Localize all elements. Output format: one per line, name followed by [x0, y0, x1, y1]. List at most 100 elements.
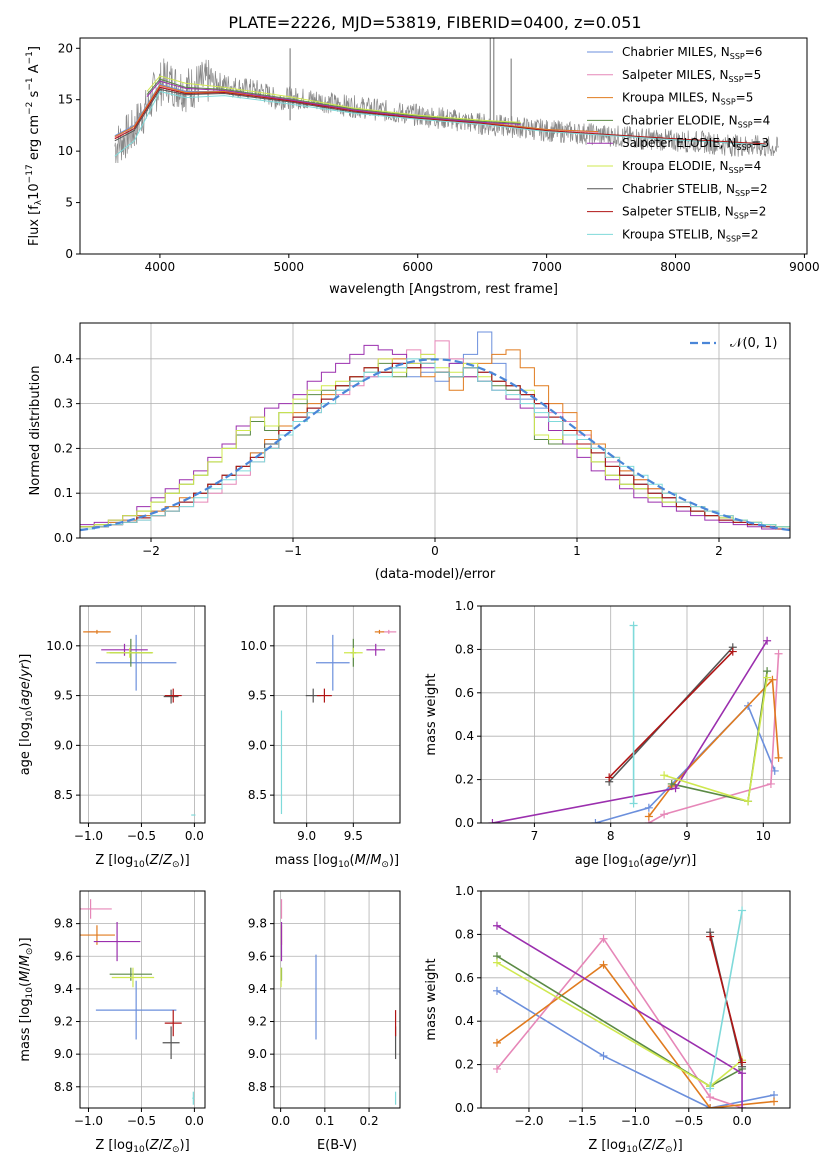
- y-tick-label: 8.8: [54, 1080, 73, 1094]
- y-tick-label: 9.2: [248, 1015, 267, 1029]
- y-tick-label: 0.6: [455, 971, 474, 985]
- legend-entry: Kroupa MILES, NSSP=5: [622, 91, 753, 107]
- point-marker: [774, 753, 783, 762]
- y-tick-label: 9.5: [54, 689, 73, 703]
- y-axis-label: mass weight: [424, 958, 439, 1040]
- legend-entry: Chabrier STELIB, NSSP=2: [622, 182, 768, 198]
- y-tick-label: 8.5: [54, 788, 73, 802]
- y-axis-label: mass weight: [424, 673, 439, 755]
- point-marker: [770, 1097, 779, 1106]
- x-axis-label: wavelength [Angstrom, rest frame]: [329, 282, 558, 297]
- point-marker: [644, 803, 653, 812]
- x-tick-label: 5000: [274, 260, 305, 274]
- point-marker: [599, 1051, 608, 1060]
- mass_vs_EBV-plot-area: [280, 899, 397, 1105]
- legend-entry: Chabrier ELODIE, NSSP=4: [622, 113, 770, 129]
- y-tick-label: 15: [58, 93, 73, 107]
- x-tick-label: 6000: [402, 260, 433, 274]
- point-marker: [492, 986, 501, 995]
- weight_vs_Z-panel: −2.0 −1.5 −1.0 −0.5 0.0 0.0 0.2 0.4 0.6 0.8 1.0 Z […: [424, 884, 791, 1155]
- y-tick-label: 0.2: [455, 1058, 474, 1072]
- point-marker: [738, 1104, 747, 1108]
- x-tick-label: −1.5: [568, 1114, 597, 1128]
- point-marker: [660, 810, 669, 819]
- point-marker: [488, 819, 497, 823]
- y-tick-label: 0.2: [54, 441, 73, 455]
- y-tick-label: 9.6: [54, 949, 73, 963]
- point-marker: [706, 1084, 715, 1093]
- weight_vs_age-panel: 7 8 9 10 0.0 0.2 0.4 0.6 0.8 1.0 age [log10(age/yr…: [424, 599, 791, 870]
- point-marker: [660, 771, 669, 780]
- x-tick-label: 9000: [789, 260, 819, 274]
- y-tick-label: 9.8: [54, 917, 73, 931]
- y-tick-label: 10.0: [240, 639, 267, 653]
- point-marker: [763, 636, 772, 645]
- y-tick-label: 0: [65, 247, 73, 261]
- y-tick-label: 1.0: [455, 599, 474, 613]
- point-marker: [599, 934, 608, 943]
- y-tick-label: 8.8: [248, 1080, 267, 1094]
- x-tick-label: −1.0: [74, 829, 103, 843]
- y-tick-label: 9.4: [248, 982, 267, 996]
- age_vs_Z-plot-area: [83, 629, 196, 816]
- point-marker: [763, 673, 772, 682]
- point-marker: [738, 1058, 747, 1067]
- axes-frame: [273, 605, 401, 824]
- y-tick-label: 5: [65, 196, 73, 210]
- x-tick-label: 7: [531, 829, 539, 843]
- legend-entry: 𝒩(0, 1): [730, 336, 777, 351]
- spectrum-panel: 4000 5000 6000 7000 8000 9000 0 5 10 15 20 waveleng…: [25, 37, 819, 297]
- y-tick-label: 0.8: [455, 927, 474, 941]
- point-marker: [738, 906, 747, 915]
- x-axis-label: Z [log10(Z/Z⊙)]: [95, 1138, 189, 1155]
- spectrum-model-line: [114, 86, 766, 145]
- mass_vs_Z-panel: −1.0 −0.5 0.0 8.8 9.0 9.2 9.4 9.6 9.8 Z [log10(Z/…: [18, 890, 206, 1155]
- x-tick-label: 7000: [531, 260, 562, 274]
- point-marker: [492, 921, 501, 930]
- point-marker: [591, 819, 600, 823]
- y-tick-label: 0.4: [54, 352, 73, 366]
- y-tick-label: 10: [58, 144, 73, 158]
- point-marker: [492, 958, 501, 967]
- y-tick-label: 10.0: [46, 639, 73, 653]
- x-axis-label: age [log10(age/yr)]: [575, 853, 697, 870]
- y-axis-label: Normed distribution: [28, 366, 43, 496]
- y-tick-label: 0.0: [54, 531, 73, 545]
- spectrum-plot-area: [114, 38, 779, 164]
- weight-line: [608, 651, 734, 778]
- y-tick-label: 0.0: [455, 816, 474, 830]
- y-tick-label: 0.1: [54, 486, 73, 500]
- x-axis-label: Z [log10(Z/Z⊙)]: [588, 1138, 682, 1155]
- y-tick-label: 9.6: [248, 949, 267, 963]
- y-tick-label: 0.2: [455, 773, 474, 787]
- point-marker: [774, 649, 783, 658]
- x-tick-label: 0.0: [185, 1114, 204, 1128]
- x-tick-label: 0.0: [185, 829, 204, 843]
- y-tick-label: 0.4: [455, 729, 474, 743]
- x-tick-label: 0.1: [315, 1114, 334, 1128]
- y-axis-label: Flux [fλ10−17 erg cm−2 s−1 A−1]: [25, 46, 44, 246]
- axes-frame: [79, 37, 808, 255]
- y-tick-label: 9.5: [248, 689, 267, 703]
- x-tick-label: 10: [756, 829, 771, 843]
- x-axis-label: (data-model)/error: [375, 567, 496, 582]
- legend-entry: Chabrier MILES, NSSP=6: [622, 45, 762, 61]
- legend-entry: Salpeter STELIB, NSSP=2: [622, 205, 766, 221]
- spectrum-model-line: [146, 75, 521, 123]
- residuals-panel: −2 −1 0 1 2 0.0 0.1 0.2 0.3 0.4 (data-model)/error…: [28, 322, 791, 582]
- point-marker: [766, 779, 775, 788]
- point-marker: [744, 797, 753, 806]
- legend-entry: Kroupa STELIB, NSSP=2: [622, 227, 759, 243]
- spectrum-model-line: [146, 80, 521, 125]
- point-marker: [728, 647, 737, 656]
- age_vs_Z-panel: −1.0 −0.5 0.0 8.5 9.0 9.5 10.0 Z [log10(Z/Z⊙)] a…: [18, 605, 206, 870]
- normal-curve: [80, 358, 790, 532]
- y-tick-label: 9.0: [54, 738, 73, 752]
- weight_vs_age-plot-area: [488, 621, 783, 823]
- x-tick-label: −1.0: [621, 1114, 650, 1128]
- point-marker: [644, 812, 653, 821]
- point-marker: [492, 1038, 501, 1047]
- mass_vs_Z-plot-area: [80, 899, 195, 1105]
- y-tick-label: 9.4: [54, 982, 73, 996]
